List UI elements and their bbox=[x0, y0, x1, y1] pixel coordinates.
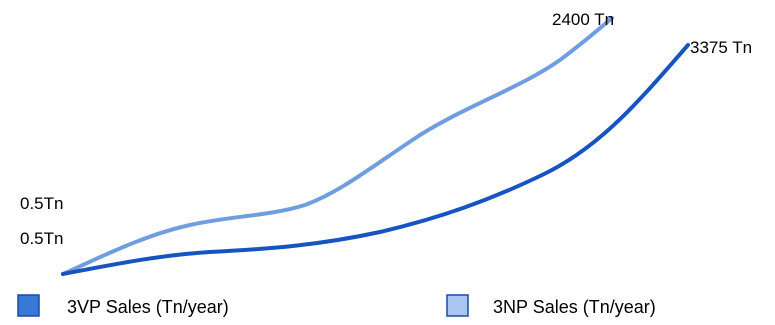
start-value-label-3vp: 0.5Tn bbox=[20, 229, 63, 248]
legend-label-3vp: 3VP Sales (Tn/year) bbox=[67, 297, 229, 317]
legend-label-3np: 3NP Sales (Tn/year) bbox=[493, 297, 656, 317]
legend-swatch-3np bbox=[446, 294, 469, 317]
start-value-label-3np: 0.5Tn bbox=[20, 194, 63, 213]
end-value-label-3np: 2400 Tn bbox=[552, 10, 614, 29]
legend-swatch-3vp bbox=[17, 294, 40, 317]
series-line-3vp bbox=[61, 43, 690, 276]
legend: 3VP Sales (Tn/year) 3NP Sales (Tn/year) bbox=[17, 294, 656, 317]
end-value-label-3vp: 3375 Tn bbox=[690, 38, 752, 57]
series-line-3np bbox=[61, 16, 614, 276]
